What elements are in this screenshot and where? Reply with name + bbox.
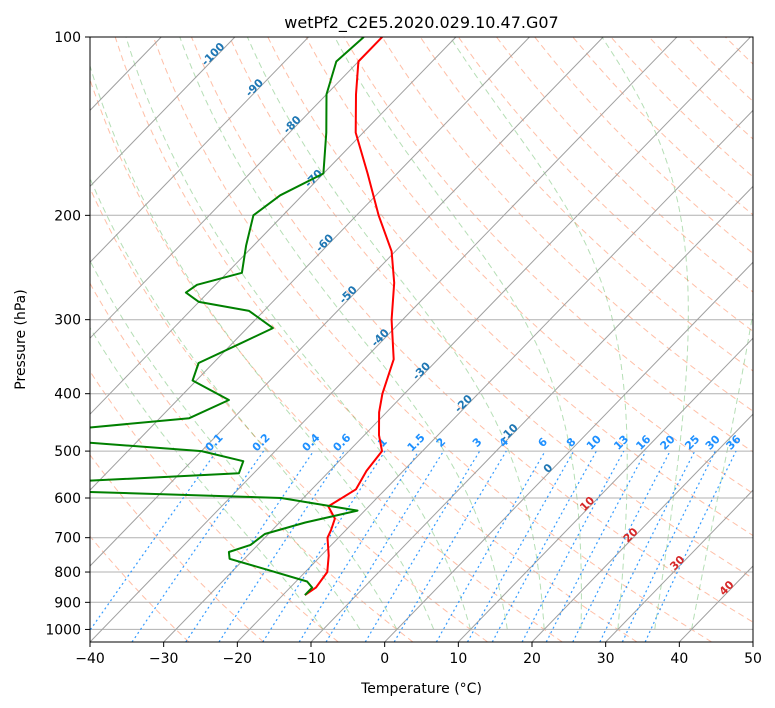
dry-adiabat (687, 37, 775, 642)
y-axis-ticks: 100 200 300 400 500 600 700 800 900 1000 (45, 30, 90, 638)
x-axis-ticks: −40 −30 −20 −10 0 10 20 30 40 50 (75, 642, 762, 667)
isotherm (0, 37, 529, 642)
mixing-ratio-line (186, 451, 314, 642)
dry-adiabat (497, 37, 775, 642)
mixing-ratio-line (436, 451, 545, 642)
temperature-profile-line (305, 37, 394, 595)
y-axis-label: Pressure (hPa) (13, 289, 29, 389)
x-axis-label: Temperature (°C) (360, 681, 482, 697)
dry-adiabat (649, 37, 775, 642)
mixing-ratio-line (219, 451, 344, 642)
x-tick-label: 50 (744, 651, 762, 667)
mixing-ratio-label: 36 (724, 432, 744, 452)
dry-adiabat (725, 37, 775, 642)
isotherm (16, 37, 603, 642)
isotherm (0, 37, 309, 642)
isotherm-label: -80 (281, 113, 304, 136)
plot-frame (90, 37, 753, 642)
mixing-ratio-line (365, 451, 479, 642)
y-tick-label: 500 (54, 444, 81, 460)
moist-adiabat (450, 37, 627, 629)
y-tick-label: 200 (54, 208, 81, 224)
mixing-ratio-line (600, 451, 695, 642)
mixing-ratio-line (622, 451, 715, 642)
dry-adiabat (1, 37, 413, 642)
x-tick-label: −20 (223, 651, 253, 667)
isobars (90, 37, 753, 629)
moist-adiabat (335, 37, 582, 629)
isotherm-label: 40 (717, 578, 737, 598)
x-tick-label: −30 (149, 651, 179, 667)
isotherm (164, 37, 751, 642)
dry-adiabat (420, 37, 775, 642)
plot-area: -100-90-80-70-60-50-40-30-20-10010203040… (0, 37, 775, 642)
x-tick-label: −40 (75, 651, 105, 667)
x-tick-label: 40 (670, 651, 688, 667)
dry-adiabat (39, 37, 488, 642)
isotherm-label: 20 (621, 525, 641, 545)
mixing-ratio-lines (82, 451, 736, 642)
mixing-ratio-line (546, 451, 646, 642)
y-tick-label: 700 (54, 531, 81, 547)
mixing-ratio-line (394, 451, 506, 642)
x-tick-label: 0 (380, 651, 389, 667)
y-tick-label: 400 (54, 387, 81, 403)
x-tick-label: 20 (523, 651, 541, 667)
mixing-ratio-label: 3 (470, 435, 485, 450)
isotherm-label: 10 (577, 494, 597, 514)
dry-adiabat (764, 37, 775, 642)
isotherm (0, 37, 235, 642)
mixing-ratio-label: 16 (633, 432, 653, 452)
y-tick-label: 100 (54, 30, 81, 46)
mixing-ratio-label: 10 (584, 432, 604, 452)
mixing-ratio-label: 30 (703, 432, 723, 452)
dry-adiabat (344, 37, 775, 642)
dry-adiabat (573, 37, 775, 642)
dry-adiabat (535, 37, 775, 642)
moist-adiabat (45, 37, 397, 629)
chart-title: wetPf2_C2E5.2020.029.10.47.G07 (284, 13, 558, 33)
isotherm-label: 30 (667, 553, 687, 573)
isotherm-label: -100 (199, 40, 228, 69)
isotherm (385, 37, 775, 642)
y-tick-label: 1000 (45, 622, 81, 638)
mixing-ratio-line (573, 451, 670, 642)
y-tick-label: 600 (54, 491, 81, 507)
isotherm-label: -20 (452, 392, 475, 415)
isotherm-label: -50 (337, 283, 360, 306)
isotherm-label: -90 (243, 76, 266, 99)
mixing-ratio-label: 20 (658, 432, 678, 452)
y-tick-label: 800 (54, 565, 81, 581)
mixing-ratio-label: 6 (535, 435, 550, 450)
moist-adiabat (0, 37, 323, 629)
isotherm-label: -40 (369, 326, 392, 349)
isotherm (753, 37, 775, 642)
moist-adiabat (180, 37, 508, 629)
mixing-ratio-line (645, 451, 736, 642)
x-tick-label: 30 (597, 651, 615, 667)
x-tick-label: 10 (449, 651, 467, 667)
mixing-ratio-label: 25 (682, 433, 702, 453)
y-tick-label: 300 (54, 313, 81, 329)
moist-adiabat (602, 37, 688, 629)
isotherm (606, 37, 775, 642)
y-tick-label: 900 (54, 595, 81, 611)
isotherm-label: -60 (313, 231, 336, 254)
mixing-ratio-label: 2 (434, 435, 449, 450)
dry-adiabat (0, 37, 263, 642)
isotherm (0, 37, 14, 642)
x-tick-label: −10 (296, 651, 326, 667)
isotherm (532, 37, 775, 642)
dry-adiabat (611, 37, 775, 642)
